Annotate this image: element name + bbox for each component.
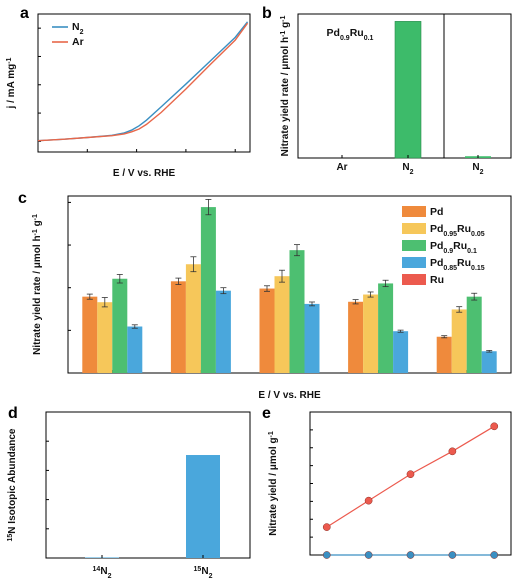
data-point (448, 551, 457, 559)
panel-c-chart: Pd Pd0.95Ru0.05 Pd0.9Ru0.1 Pd0.85Ru0.15 Ru E … (32, 195, 512, 401)
panel-label-c: c (18, 190, 27, 207)
legend-swatch (402, 223, 426, 234)
x-category-label: 14N2 (93, 566, 112, 580)
bar (82, 296, 98, 373)
plot-frame (309, 411, 512, 556)
panel-label-e: e (262, 405, 271, 422)
plot-frame (37, 13, 251, 153)
data-point (322, 551, 331, 559)
bar (451, 309, 467, 373)
data-point (364, 496, 373, 505)
legend-label: Ar (72, 36, 84, 48)
legend-label: Pd (430, 206, 443, 218)
legend-swatch (402, 274, 426, 285)
series-line-ar (37, 22, 249, 142)
bar (215, 290, 231, 373)
bar (170, 281, 186, 373)
panel-label-d: d (8, 405, 18, 422)
y-axis-label: j / mA mg-1 (6, 57, 18, 109)
series-line-n2 (37, 21, 249, 142)
bar (481, 351, 497, 373)
legend-label: N2 (72, 21, 84, 36)
legend-label: Pd0.85Ru0.15 (430, 257, 485, 272)
panel-label-b: b (262, 5, 272, 22)
y-axis-label: 15N Isotopic Abundance (7, 428, 19, 541)
x-axis-label: E / V vs. RHE (113, 168, 176, 179)
group-label: Pd0.9Ru0.1 (327, 27, 374, 42)
data-point (490, 422, 499, 431)
bar (200, 207, 216, 373)
legend-label: Ru (430, 274, 444, 286)
bar (274, 276, 290, 373)
legend-swatch (402, 240, 426, 251)
panel-d-chart: 14N2 15N2 15N Isotopic Abundance (7, 411, 251, 580)
panel-label-a: a (20, 5, 29, 22)
legend-label: Pd0.95Ru0.05 (430, 223, 485, 238)
bar (97, 302, 113, 373)
x-axis-label: E / V vs. RHE (258, 390, 321, 401)
bar (466, 296, 482, 373)
legend-swatch (402, 257, 426, 268)
data-point (322, 523, 331, 531)
x-category-label: 15N2 (194, 566, 213, 580)
plot-frame (45, 411, 251, 559)
data-point (406, 470, 415, 479)
y-axis-label: Nitrate yield / μmol g-1 (268, 431, 280, 536)
data-point (490, 551, 499, 559)
panel-b-chart: Ar N2 Pd0.9Ru0.1 N2 Nitrate yield rate / μmo… (280, 13, 512, 176)
x-category-label: N2 (402, 162, 413, 176)
bar (348, 301, 364, 373)
bar (393, 331, 409, 373)
data-point (406, 551, 415, 559)
legend-label: Pd0.9Ru0.1 (430, 240, 477, 255)
bar (112, 278, 128, 373)
bar (127, 326, 143, 373)
x-category-label: Ar (336, 162, 347, 173)
legend-swatch (402, 206, 426, 217)
panel-e-chart: Nitrate yield / μmol g-1 (268, 411, 512, 559)
bar (394, 21, 422, 159)
x-category-label: N2 (472, 162, 483, 176)
data-point (448, 447, 457, 456)
bar (186, 455, 220, 558)
bar (185, 264, 201, 373)
y-axis-label: Nitrate yield rate / μmol h-1 g-1 (32, 214, 44, 355)
y-axis-label: Nitrate yield rate / μmol h-1 g-1 (280, 15, 292, 156)
bar (363, 294, 379, 373)
bar (436, 336, 452, 373)
bar (378, 283, 394, 373)
bar (304, 303, 320, 373)
data-point (364, 551, 373, 559)
bar (289, 250, 305, 373)
bar (259, 288, 275, 373)
